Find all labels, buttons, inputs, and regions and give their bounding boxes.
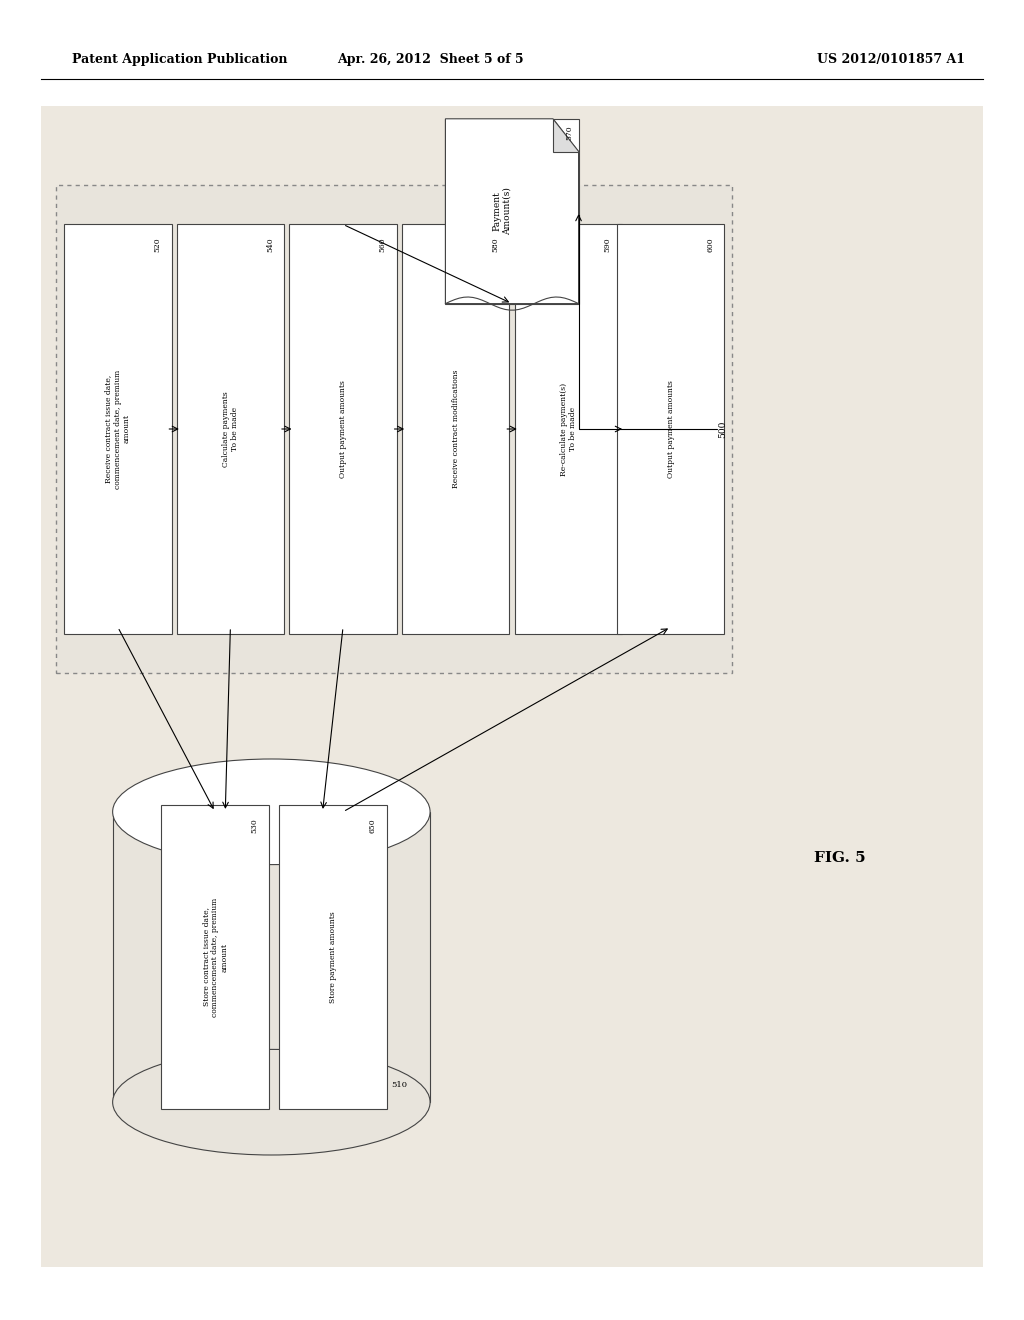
FancyBboxPatch shape	[176, 224, 284, 634]
Text: 650: 650	[369, 818, 377, 833]
Text: Re-calculate payment(s)
To be made: Re-calculate payment(s) To be made	[560, 383, 577, 475]
Text: Patent Application Publication: Patent Application Publication	[72, 53, 287, 66]
Text: Output payment amounts: Output payment amounts	[667, 380, 675, 478]
PathPatch shape	[553, 119, 579, 152]
Text: Output payment amounts: Output payment amounts	[339, 380, 347, 478]
Text: 600: 600	[707, 238, 715, 252]
FancyBboxPatch shape	[41, 106, 983, 1267]
Text: Store contract issue date,
commencement date, premium
amount: Store contract issue date, commencement …	[202, 898, 228, 1016]
Text: Calculate payments
To be made: Calculate payments To be made	[222, 391, 239, 467]
FancyBboxPatch shape	[290, 224, 397, 634]
Text: Receive contract modifications: Receive contract modifications	[452, 370, 460, 488]
Text: 520: 520	[154, 238, 162, 252]
Ellipse shape	[113, 759, 430, 865]
Text: 510: 510	[391, 1081, 408, 1089]
FancyBboxPatch shape	[279, 805, 387, 1109]
Text: 540: 540	[266, 238, 274, 252]
FancyBboxPatch shape	[161, 805, 268, 1109]
Text: 590: 590	[604, 238, 612, 252]
Text: Payment
Amount(s): Payment Amount(s)	[493, 187, 511, 235]
FancyBboxPatch shape	[515, 224, 623, 634]
FancyBboxPatch shape	[56, 185, 732, 673]
Text: 500: 500	[718, 420, 727, 438]
FancyBboxPatch shape	[401, 224, 510, 634]
FancyBboxPatch shape	[616, 224, 725, 634]
FancyBboxPatch shape	[445, 119, 579, 304]
Text: US 2012/0101857 A1: US 2012/0101857 A1	[817, 53, 965, 66]
Ellipse shape	[113, 1049, 430, 1155]
FancyBboxPatch shape	[63, 224, 171, 634]
Text: 530: 530	[251, 818, 258, 833]
FancyBboxPatch shape	[113, 812, 430, 1102]
Text: Receive contract issue date,
commencement date, premium
amount: Receive contract issue date, commencemen…	[104, 370, 131, 488]
Text: Store payment amounts: Store payment amounts	[329, 911, 337, 1003]
Text: 580: 580	[492, 238, 500, 252]
Text: FIG. 5: FIG. 5	[814, 851, 865, 865]
PathPatch shape	[445, 119, 579, 304]
Text: 560: 560	[379, 238, 387, 252]
Text: 570: 570	[565, 125, 573, 140]
Text: Apr. 26, 2012  Sheet 5 of 5: Apr. 26, 2012 Sheet 5 of 5	[337, 53, 523, 66]
